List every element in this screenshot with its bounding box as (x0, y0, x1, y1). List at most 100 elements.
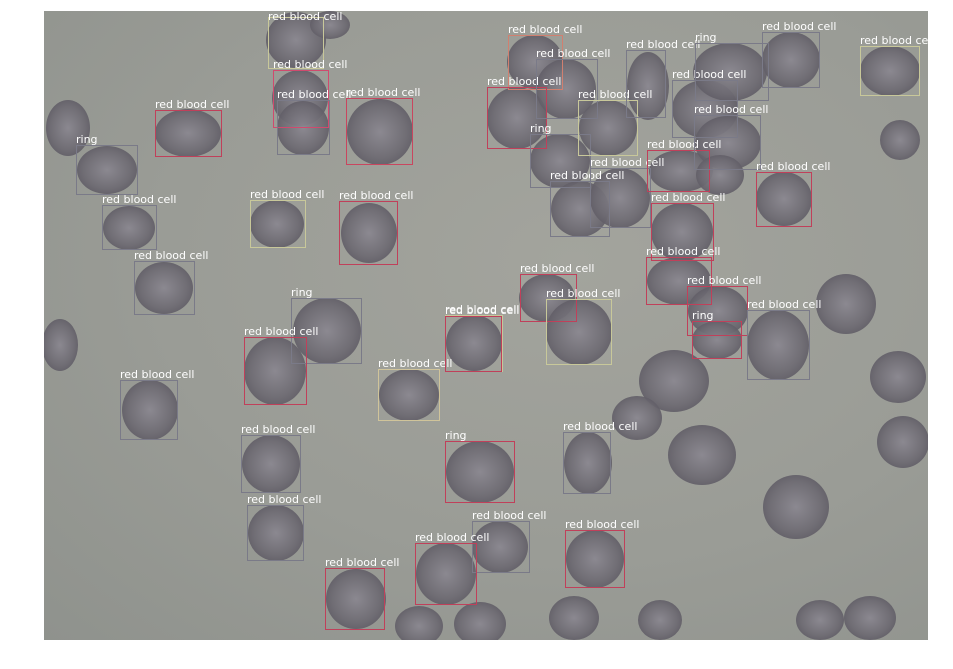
red-blood-cell (135, 262, 193, 314)
detection-label: red blood cell (120, 368, 195, 381)
detection-label: red blood cell (102, 193, 177, 206)
rbc-detection-box (339, 201, 398, 265)
detection-label: red blood cell (647, 138, 722, 151)
rbc-detection-box (762, 32, 820, 88)
rbc-detection-box (247, 505, 304, 561)
rbc-detection-box (268, 17, 324, 69)
red-blood-cell (651, 203, 713, 261)
red-blood-cell (590, 168, 650, 228)
red-blood-cell (870, 351, 926, 403)
red-blood-cell (747, 310, 809, 380)
red-blood-cell (880, 120, 920, 160)
red-blood-cell (579, 100, 637, 156)
red-blood-cell (446, 315, 502, 371)
red-blood-cell (103, 206, 155, 250)
detection-label: red blood cell (250, 188, 325, 201)
rbc-detection-box (651, 203, 714, 261)
detection-label: red blood cell (687, 274, 762, 287)
rbc-detection-box (346, 98, 413, 165)
rbc-detection-box (120, 380, 178, 440)
rbc-detection-box (647, 150, 710, 192)
red-blood-cell (155, 109, 221, 157)
rbc-detection-box (578, 100, 638, 156)
rbc-detection-box (273, 70, 329, 128)
red-blood-cell (612, 396, 662, 440)
detection-label: red blood cell (762, 20, 837, 33)
red-blood-cell (446, 441, 514, 503)
rbc-detection-box (508, 35, 563, 90)
red-blood-cell (44, 319, 78, 371)
red-blood-cell (816, 274, 876, 334)
rbc-detection-box (590, 168, 651, 228)
detection-label: red blood cell (415, 531, 490, 544)
detection-label: red blood cell (694, 103, 769, 116)
red-blood-cell (379, 369, 439, 421)
detection-label: red blood cell (244, 325, 319, 338)
detection-label: red blood cell (472, 509, 547, 522)
red-blood-cell (549, 596, 599, 640)
red-blood-cell (472, 521, 528, 573)
rbc-detection-box (277, 100, 330, 155)
detection-label: red blood cell (325, 556, 400, 569)
red-blood-cell (326, 569, 386, 629)
red-blood-cell (627, 52, 669, 120)
detection-label: ring (291, 286, 313, 299)
ring-detection-box (530, 134, 591, 188)
rbc-detection-box (546, 299, 612, 365)
red-blood-cell (763, 475, 829, 539)
red-blood-cell (293, 298, 361, 364)
detection-label: ring (530, 122, 552, 135)
red-blood-cell (566, 530, 624, 588)
rbc-detection-box (694, 115, 761, 170)
rbc-detection-box (415, 543, 477, 605)
rbc-detection-box (134, 261, 195, 315)
rbc-detection-box (520, 274, 577, 322)
detection-label: red blood cell (134, 249, 209, 262)
detection-label: ring (76, 133, 98, 146)
red-blood-cell (546, 299, 612, 365)
rbc-detection-box (472, 521, 530, 573)
rbc-detection-box (672, 80, 738, 138)
red-blood-cell (416, 543, 476, 605)
detection-label: red blood cell (247, 493, 322, 506)
rbc-detection-box (565, 530, 625, 588)
rbc-detection-box (536, 59, 598, 119)
detection-label: red blood cell (546, 287, 621, 300)
detection-label: red blood cell (508, 23, 583, 36)
detection-label: red blood cell (378, 357, 453, 370)
detection-label: red blood cell (346, 86, 421, 99)
red-blood-cell (250, 200, 304, 248)
ring-detection-box (692, 321, 742, 359)
red-blood-cell (877, 416, 928, 468)
red-blood-cell (692, 321, 742, 359)
detection-label: red blood cell (651, 191, 726, 204)
ring-detection-box (695, 43, 769, 101)
red-blood-cell (122, 380, 178, 440)
rbc-detection-box (241, 435, 301, 493)
detection-label: red blood cell (563, 420, 638, 433)
red-blood-cell (347, 99, 413, 165)
detection-label: red blood cell (445, 303, 520, 316)
red-blood-cell (310, 11, 350, 39)
detection-label: ring (695, 31, 717, 44)
rbc-detection-box (250, 200, 306, 248)
detection-label: red blood cell (747, 298, 822, 311)
red-blood-cell (244, 337, 306, 405)
rbc-detection-box (155, 110, 222, 157)
rbc-detection-box (550, 181, 610, 237)
detection-label: red blood cell (550, 169, 625, 182)
rbc-detection-box (756, 172, 812, 227)
detection-label: ring (692, 309, 714, 322)
ring-detection-box (76, 145, 138, 195)
detection-label: red blood cell (445, 304, 520, 317)
red-blood-cell (860, 46, 920, 96)
red-blood-cell (696, 155, 744, 195)
red-blood-cell (341, 203, 397, 263)
red-blood-cell (248, 505, 304, 561)
rbc-detection-box (646, 257, 712, 305)
red-blood-cell (844, 596, 896, 640)
detection-label: ring (445, 429, 467, 442)
rbc-detection-box (445, 316, 502, 372)
ring-detection-box (291, 298, 362, 364)
detection-label: red blood cell (672, 68, 747, 81)
